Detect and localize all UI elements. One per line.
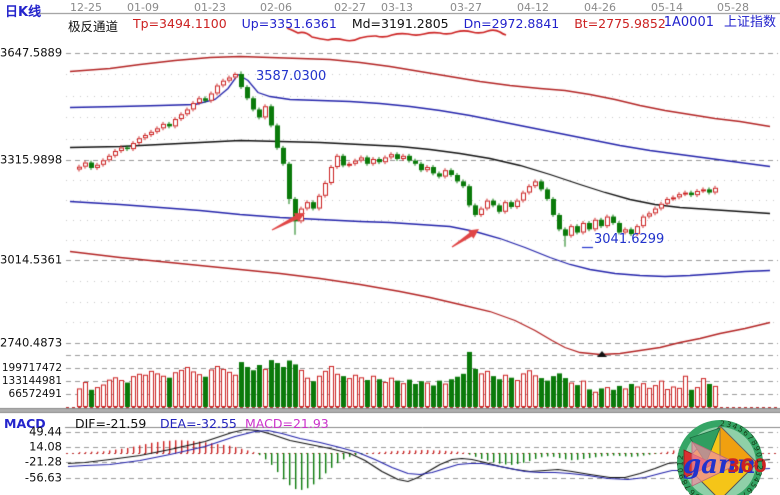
price-axis-label: 3315.9898 xyxy=(0,152,63,167)
date-label: 01-23 xyxy=(194,1,226,14)
volume-axis-label: 199717472 xyxy=(1,361,62,374)
macd-title: MACD xyxy=(4,416,46,431)
dif-value-label: DIF=-21.59 xyxy=(75,416,147,431)
channel-value-label: Md=3191.2805 xyxy=(351,16,449,31)
channel-value-label: Up=3351.6361 xyxy=(241,16,337,31)
date-label: 03-13 xyxy=(381,1,413,14)
symbol-header: 1A0001 上证指数 xyxy=(664,16,776,29)
logo-gann-text: gann xyxy=(683,450,756,480)
macd-header: MACD DIF=-21.59 DEA=-32.55 MACD=21.93 xyxy=(4,416,329,431)
date-label: 03-27 xyxy=(450,1,482,14)
macd-axis-label: 49.44 xyxy=(29,424,62,439)
dea-value-label: DEA=-32.55 xyxy=(160,416,237,431)
date-label: 04-26 xyxy=(584,1,616,14)
gann360-logo[interactable]: gann 360 2345678901234567890123456789012 xyxy=(676,420,766,495)
macd-axis-label: 14.08 xyxy=(29,439,62,454)
symbol-code: 1A0001 xyxy=(663,15,714,30)
symbol-name: 上证指数 xyxy=(723,15,776,30)
date-label: 05-28 xyxy=(717,1,749,14)
logo-360-text: 360 xyxy=(727,455,766,477)
period-label: 日K线 xyxy=(5,5,42,20)
date-label: 05-14 xyxy=(651,1,683,14)
volume-axis-label: 133144981 xyxy=(1,374,62,387)
price-axis-label: 3647.5889 xyxy=(0,45,63,60)
channel-value-label: Tp=3494.1100 xyxy=(133,16,227,31)
date-label: 04-12 xyxy=(517,1,549,14)
macd-value-label: MACD=21.93 xyxy=(245,416,329,431)
indicator-name-label: 极反通道 xyxy=(68,19,119,34)
date-label: 02-27 xyxy=(334,1,366,14)
logo-orange-facet xyxy=(719,425,758,464)
low-price-annotation: 3041.6299 xyxy=(594,232,665,247)
macd-axis-label: -56.63 xyxy=(24,470,62,485)
date-label: 12-25 xyxy=(70,1,102,14)
peak-price-annotation: 3587.0300 xyxy=(256,69,327,84)
volume-axis-label: 66572491 xyxy=(8,387,62,400)
date-label: 01-09 xyxy=(127,1,159,14)
price-axis-label: 2740.4873 xyxy=(0,335,63,350)
channel-value-label: Dn=2972.8841 xyxy=(463,16,560,31)
logo-pink-triangle xyxy=(691,441,739,487)
indicator-header: 极反通道 Tp=3494.1100 Up=3351.6361 Md=3191.280… xyxy=(68,16,666,35)
macd-axis-label: -21.28 xyxy=(24,454,62,469)
date-label: 02-06 xyxy=(260,1,292,14)
channel-value-label: Bt=2775.9852 xyxy=(574,16,666,31)
price-axis-label: 3014.5361 xyxy=(0,252,63,267)
